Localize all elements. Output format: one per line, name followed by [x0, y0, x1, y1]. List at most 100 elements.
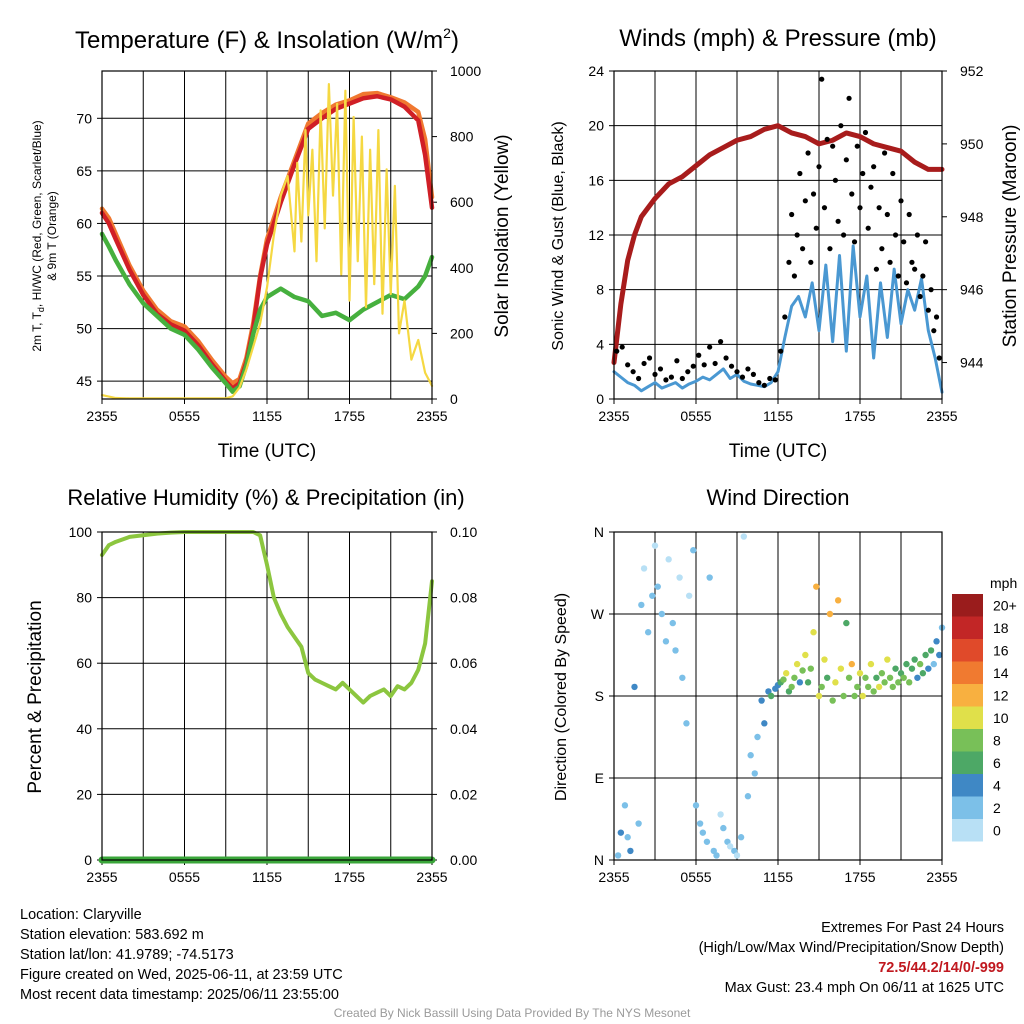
rh-x-tick-label: 0555 [169, 869, 200, 885]
temp-y-tick-label: 45 [76, 373, 92, 389]
dir-point [916, 660, 924, 668]
wind-gust-point [701, 362, 707, 368]
dir-point [824, 674, 831, 681]
wind-gust-point [619, 344, 625, 350]
wind-x-tick-label: 1755 [844, 408, 875, 424]
dir-point [911, 656, 918, 663]
dir-point [922, 651, 929, 659]
extremes-panel: Extremes For Past 24 Hours (High/Low/Max… [699, 918, 1004, 998]
dir-point [908, 665, 916, 672]
wind-gust-point [728, 363, 735, 369]
dir-point [881, 679, 888, 686]
rh-y2-tick-label: 0.08 [450, 590, 477, 606]
dir-point [758, 697, 765, 704]
wind-gust-point [786, 259, 792, 265]
wind-gust-point [827, 246, 833, 252]
rh-y2-tick-label: 0.04 [450, 721, 477, 737]
rh-border [101, 531, 433, 861]
dir-point [832, 679, 839, 686]
temp-left-axis-title: 2m T, Td, HI/WC (Red, Green, Scarlet/Blu… [30, 120, 46, 351]
wind-gust-point [824, 136, 830, 142]
wind-gust-point [901, 239, 907, 245]
dir-point [754, 733, 761, 741]
colorbar-swatch [952, 661, 983, 684]
colorbar-label: 2 [993, 800, 1001, 816]
wind-gust-point [641, 360, 647, 367]
dir-point [780, 676, 787, 683]
dir-point [654, 583, 661, 590]
wind-gust-point [838, 123, 844, 129]
wind-gust-point [723, 355, 729, 361]
dir-point [713, 852, 720, 859]
wind-gust-point [652, 371, 658, 377]
wind-gust-point [917, 293, 923, 300]
dir-point [845, 674, 853, 681]
wind-gust-point [772, 377, 778, 383]
dir-point [767, 692, 775, 700]
speed-colorbar: 0 2 4 6 8 10 12 14 16 18 20+ [952, 594, 1017, 842]
wind-gust-point [882, 150, 888, 156]
dir-point [706, 574, 713, 581]
dir-point [696, 820, 704, 827]
dir-point [914, 674, 921, 681]
colorbar-swatch [952, 639, 983, 662]
dir-point [936, 651, 943, 659]
wind-y-tick-label: 20 [588, 118, 604, 134]
dir-point [685, 592, 693, 599]
wind-gust-point [756, 380, 762, 386]
rh-x-tick-label: 1755 [334, 869, 365, 885]
rh-x-tick-label: 2355 [416, 869, 447, 885]
temp-y-tick-label: 70 [76, 110, 92, 126]
dir-point [886, 674, 894, 681]
dir-point [658, 610, 666, 618]
dir-point [884, 656, 891, 663]
temp-x-tick-label: 2355 [416, 408, 447, 424]
station-info: Location: Claryville Station elevation: … [20, 905, 343, 1005]
wind-gust-point [797, 170, 803, 177]
wind-gust-point [887, 259, 893, 265]
wind-gust-point [696, 352, 702, 358]
wind-y2-tick-label: 944 [960, 355, 984, 371]
dir-point [761, 720, 768, 727]
dir-point [683, 720, 690, 727]
dir-point [751, 770, 758, 777]
dir-point [690, 547, 697, 554]
wind-gust-point [782, 314, 788, 320]
wind-y-tick-label: 0 [596, 391, 604, 407]
dir-point [821, 656, 828, 663]
dir-point [813, 583, 820, 590]
wind-gust-point [846, 95, 852, 101]
colorbar-swatch [952, 774, 983, 797]
wind-gust-point [802, 198, 808, 204]
dir-point [867, 660, 875, 668]
wind-gust-point [871, 164, 877, 170]
dir-point [740, 533, 748, 540]
wind-gust-point [630, 369, 636, 375]
rh-y2-tick-label: 0.06 [450, 655, 477, 671]
temp-y2-tick-label: 0 [450, 391, 458, 407]
wind-gust-point [868, 184, 874, 190]
temp-x-tick-label: 1755 [334, 408, 365, 424]
wind-gust-point [674, 358, 680, 364]
dir-point [856, 670, 864, 677]
colorbar-label: 10 [993, 710, 1009, 726]
wind-gust-point [865, 225, 871, 231]
dir-point [638, 601, 645, 609]
dir-point [614, 852, 622, 859]
dir-point [737, 834, 745, 841]
wind-gust-point [909, 259, 915, 265]
colorbar-swatch [952, 706, 983, 729]
wind-gust-point [890, 170, 896, 177]
temp-y-tick-label: 60 [76, 215, 92, 231]
wind-gust-point [835, 218, 841, 224]
rh-y2-tick-label: 0.02 [450, 786, 477, 802]
rh-y-tick-label: 20 [76, 786, 92, 802]
dir-point [870, 688, 877, 695]
wind-gust-point [813, 225, 819, 231]
wind-gust-point [906, 211, 912, 218]
station-elevation: Station elevation: 583.692 m [20, 927, 204, 943]
dir-point [635, 820, 642, 827]
wind-gust-point [808, 259, 814, 265]
rh-y-tick-label: 60 [76, 655, 92, 671]
